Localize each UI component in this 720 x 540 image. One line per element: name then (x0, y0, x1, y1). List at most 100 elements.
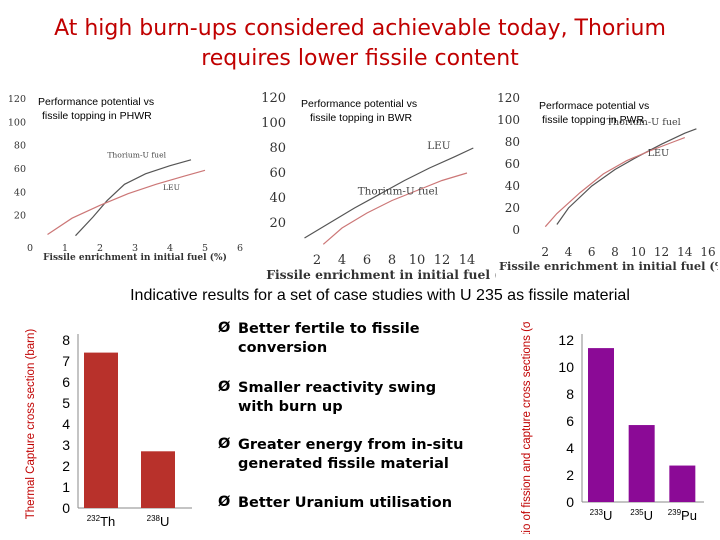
ratio-y-axis-label: Ratio of fission and capture cross secti… (521, 322, 533, 534)
capture-bar (141, 451, 175, 508)
bwr-x-tick-label: 6 (363, 253, 371, 268)
phwr-x-tick-label: 5 (202, 243, 208, 254)
benefit-item-2: Ø Smaller reactivity swing with burn up (218, 379, 436, 417)
ratio-bar (669, 465, 696, 502)
phwr-chart-title-line-1: Performance potential vs (38, 96, 154, 108)
arrow-bullet-icon: Ø (218, 436, 231, 452)
capture-category-label: 238U (147, 514, 170, 529)
ratio-category-mass-number: 233 (590, 508, 604, 517)
phwr-x-tick-label: 2 (97, 243, 103, 254)
pwr-y-tick-label: 120 (497, 91, 520, 105)
bwr-x-axis-label: Fissile enrichment in initial fuel (%) (266, 267, 496, 282)
ratio-y-tick-label: 2 (566, 467, 574, 483)
phwr-series-label: Thorium-U fuel (107, 151, 166, 160)
capture-y-tick-label: 6 (62, 374, 70, 390)
phwr-y-tick-label: 20 (14, 211, 26, 222)
benefit-item-4: Ø Better Uranium utilisation (218, 494, 452, 513)
capture-bar (84, 352, 118, 508)
pwr-series-label: LEU (648, 148, 669, 159)
phwr-x-tick-label: 4 (167, 243, 173, 254)
benefit-item-4-line-1: Better Uranium utilisation (238, 495, 453, 511)
bwr-series-label: LEU (427, 140, 450, 152)
pwr-x-axis-label: Fissile enrichment in initial fuel (%) (499, 259, 718, 273)
phwr-series-line (47, 169, 206, 235)
phwr-chart-title-line-2: fissile topping in PHWR (42, 110, 152, 122)
bwr-x-tick-label: 12 (434, 253, 451, 268)
slide-title-line-1: At high burn-ups considered achievable t… (54, 16, 666, 41)
bwr-y-tick-label: 60 (269, 166, 286, 181)
ratio-bar (628, 425, 655, 502)
arrow-bullet-icon: Ø (218, 320, 231, 336)
bwr-y-tick-label: 120 (261, 91, 286, 106)
capture-category-element: U (160, 514, 169, 529)
bwr-chart-title-line-1: Performance potential vs (301, 98, 417, 110)
ratio-y-tick-label: 10 (558, 359, 574, 375)
benefit-item-3-line-2: generated fissile material (238, 456, 449, 472)
benefit-item-1-line-2: conversion (238, 340, 328, 356)
ratio-category-element: U (644, 508, 653, 523)
ratio-y-tick-label: 8 (566, 386, 574, 402)
capture-y-tick-label: 0 (62, 500, 70, 516)
phwr-y-tick-label: 60 (14, 164, 26, 175)
pwr-x-tick-label: 16 (700, 245, 715, 259)
pwr-x-tick-label: 10 (631, 245, 646, 259)
capture-y-tick-label: 1 (62, 479, 70, 495)
slide-title: At high burn-ups considered achievable t… (0, 14, 720, 74)
capture-y-axis-label: Thermal Capture cross section (barn) (25, 329, 37, 520)
results-caption: Indicative results for a set of case stu… (130, 287, 630, 304)
pwr-y-tick-label: 40 (505, 179, 520, 193)
capture-category-label: 232Th (87, 514, 116, 529)
pwr-y-tick-label: 20 (505, 201, 520, 215)
phwr-y-tick-label: 120 (8, 94, 26, 105)
pwr-series-line (544, 137, 686, 228)
benefit-item-1-line-1: Better fertile to fissile (238, 321, 420, 337)
ratio-category-label: 235U (630, 508, 653, 523)
bwr-series-line (322, 172, 468, 245)
bwr-series-label: Thorium-U fuel (358, 186, 439, 198)
bwr-x-tick-label: 2 (313, 253, 321, 268)
bwr-y-tick-label: 40 (269, 191, 286, 206)
pwr-y-tick-label: 100 (497, 113, 520, 127)
pwr-x-tick-label: 14 (677, 245, 693, 259)
bwr-x-tick-label: 4 (338, 253, 346, 268)
ratio-category-element: Pu (681, 508, 697, 523)
ratio-y-tick-label: 4 (566, 440, 574, 456)
pwr-y-tick-label: 80 (505, 135, 520, 149)
capture-y-tick-label: 7 (62, 353, 70, 369)
ratio-y-tick-label: 6 (566, 413, 574, 429)
arrow-bullet-icon: Ø (218, 379, 231, 395)
capture-y-tick-label: 2 (62, 458, 70, 474)
ratio-category-label: 233U (590, 508, 613, 523)
pwr-series-label: Thorium-U fuel (607, 117, 681, 128)
bwr-y-tick-label: 20 (269, 216, 286, 231)
phwr-x-tick-label: 0 (27, 243, 33, 254)
bwr-y-tick-label: 100 (261, 116, 286, 131)
pwr-x-tick-label: 12 (654, 245, 669, 259)
phwr-x-axis-label: Fissile enrichment in initial fuel (%) (43, 252, 227, 263)
pwr-series-line (556, 128, 697, 225)
phwr-x-tick-label: 3 (132, 243, 138, 254)
phwr-x-tick-label: 1 (62, 243, 68, 254)
capture-category-mass-number: 238 (147, 514, 161, 523)
capture-category-mass-number: 232 (87, 514, 101, 523)
ratio-category-mass-number: 239 (668, 508, 682, 517)
phwr-y-tick-label: 40 (14, 187, 26, 198)
phwr-y-tick-label: 100 (8, 117, 26, 128)
phwr-y-tick-label: 80 (14, 141, 26, 152)
ratio-bar (588, 348, 614, 502)
phwr-series-line (75, 159, 192, 237)
phwr-chart: 20 40 60 80 100 120 0 1 2 3 4 5 6 Fissile enrichment … (8, 94, 243, 263)
phwr-series-label: LEU (163, 183, 181, 192)
ratio-y-tick-label: 12 (558, 332, 574, 348)
capture-y-tick-label: 5 (62, 395, 70, 411)
pwr-x-tick-label: 6 (588, 245, 596, 259)
ratio-category-mass-number: 235 (630, 508, 644, 517)
pwr-y-tick-label: 0 (512, 223, 520, 237)
benefit-item-2-line-2: with burn up (238, 399, 343, 415)
capture-bar-chart: 0 1 2 3 4 5 6 7 8 232Th 238U Thermal Capture cross … (25, 329, 192, 529)
bwr-x-tick-label: 8 (388, 253, 396, 268)
